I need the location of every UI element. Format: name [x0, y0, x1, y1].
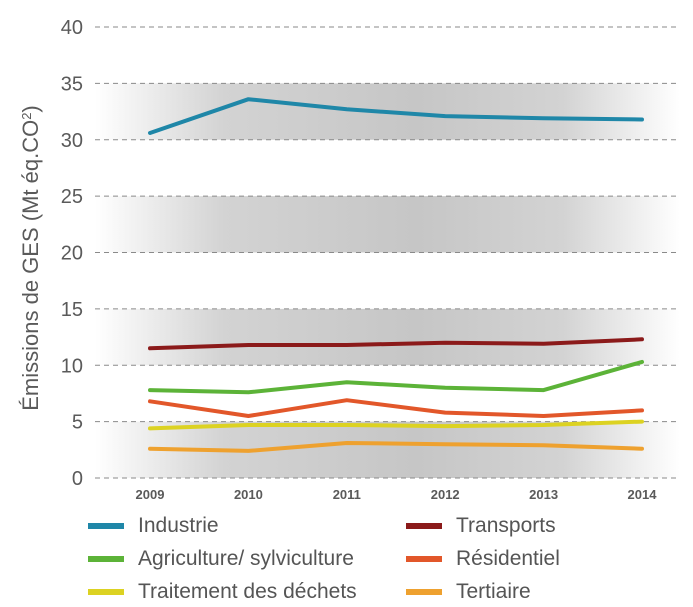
legend-item: Résidentiel [406, 547, 648, 571]
legend-label: Traitement des déchets [138, 580, 357, 603]
y-tick-label: 0 [72, 468, 83, 490]
legend-swatch [88, 589, 124, 595]
line-chart: 0 5 10 15 20 25 30 35 40 2009 2010 2011 2012 2013 201… [18, 17, 680, 502]
x-tick-label: 2013 [529, 487, 558, 502]
y-tick-label: 25 [61, 186, 83, 208]
x-axis-ticks: 2009 2010 2011 2012 2013 2014 [136, 487, 658, 502]
shaded-band [95, 196, 680, 253]
legend-item: Industrie [88, 514, 406, 538]
x-tick-label: 2010 [234, 487, 263, 502]
legend-swatch [88, 523, 124, 529]
y-axis-label: Émissions de GES (Mt éq.CO2) [18, 105, 43, 411]
legend-swatch [406, 523, 442, 529]
x-tick-label: 2012 [431, 487, 460, 502]
legend-swatch [406, 589, 442, 595]
legend-item: Traitement des déchets [88, 580, 406, 604]
legend-item: Agriculture/ sylviculture [88, 547, 406, 571]
series-line [148, 97, 644, 135]
series-line [148, 337, 644, 351]
x-tick-label: 2011 [333, 487, 361, 502]
series-line [148, 441, 644, 453]
shaded-band [95, 308, 680, 366]
legend-swatch [88, 556, 124, 562]
gridlines [95, 26, 680, 479]
legend-swatch [406, 556, 442, 562]
x-tick-label: 2009 [136, 487, 165, 502]
y-tick-label: 5 [72, 412, 83, 434]
series-line [148, 359, 644, 395]
series-line [148, 398, 644, 418]
y-tick-label: 35 [61, 73, 83, 95]
y-tick-label: 10 [61, 355, 83, 377]
legend-item: Tertiaire [406, 580, 648, 604]
legend-label: Résidentiel [456, 547, 560, 570]
x-tick-label: 2014 [628, 487, 658, 502]
y-tick-label: 15 [61, 299, 83, 321]
series-lines [148, 97, 644, 453]
legend-label: Industrie [138, 514, 219, 537]
series-line [148, 419, 644, 431]
legend-label: Transports [456, 514, 556, 537]
y-tick-label: 30 [61, 130, 83, 152]
legend-label: Tertiaire [456, 580, 531, 603]
legend-label: Agriculture/ sylviculture [138, 547, 354, 570]
y-tick-label: 20 [61, 243, 83, 265]
y-tick-label: 40 [61, 17, 83, 39]
y-axis-ticks: 0 5 10 15 20 25 30 35 40 [61, 17, 83, 490]
legend-item: Transports [406, 514, 648, 538]
legend: Industrie Transports Agriculture/ sylvicul… [88, 514, 648, 604]
